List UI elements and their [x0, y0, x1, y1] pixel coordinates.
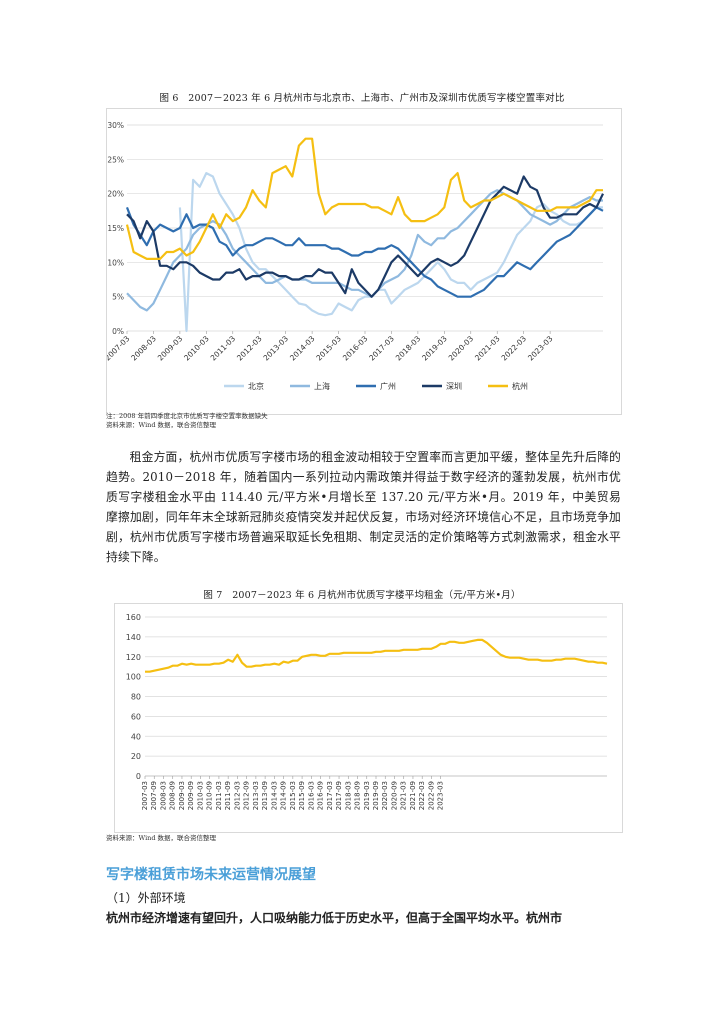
x-tick-label: 2011-03 — [209, 334, 238, 363]
x-tick-label: 2009-09 — [187, 781, 195, 810]
y-tick-label: 80 — [131, 693, 141, 702]
y-tick-label: 30% — [107, 121, 124, 130]
figure7-source: 资料来源：Wind 数据，联合资信整理 — [106, 834, 217, 842]
x-tick-label: 2022-03 — [500, 334, 529, 363]
x-tick-label: 2020-03 — [381, 781, 389, 810]
x-tick-label: 2007-03 — [141, 781, 149, 810]
x-tick-label: 2020-03 — [447, 334, 476, 363]
series-line-杭州 — [145, 638, 608, 673]
x-tick-label: 2009-03 — [178, 781, 186, 810]
x-tick-label: 2021-09 — [409, 781, 417, 810]
legend-label: 杭州 — [512, 381, 528, 391]
figure7-caption: 图 7 2007－2023 年 6 月杭州市优质写字楼平均租金（元/平方米•月） — [203, 590, 521, 601]
figure7-chart-frame: 0 20 40 60 80 100 120 140 160 2007-03 2007-09 2008-… — [114, 603, 623, 833]
x-tick-label: 2012-03 — [233, 781, 241, 810]
y-tick-label: 40 — [131, 732, 141, 741]
x-tick-label: 2010-09 — [206, 781, 214, 810]
x-tick-label: 2019-03 — [420, 334, 449, 363]
figure6-chart: 0% 5% 10% 15% 20% 25% 30% 2007-032008-032009-03… — [103, 121, 604, 391]
y-tick-label: 20 — [131, 752, 141, 761]
x-tick-label: 2018-03 — [394, 334, 423, 363]
series-line-杭州 — [125, 137, 603, 260]
x-tick-label: 2014-09 — [280, 781, 288, 810]
x-tick-label: 2023-03 — [437, 781, 445, 810]
x-tick-label: 2011-09 — [224, 781, 232, 810]
x-tick-label: 2013-03 — [252, 781, 260, 810]
x-tick-label: 2015-03 — [314, 334, 343, 363]
x-tick-label: 2020-09 — [390, 781, 398, 810]
x-tick-label: 2018-09 — [354, 781, 362, 810]
x-tick-label: 2021-03 — [400, 781, 408, 810]
x-tick-label: 2017-09 — [335, 781, 343, 810]
x-tick-label: 2015-09 — [298, 781, 306, 810]
bold-summary-line: 杭州市经济增速有望回升，人口吸纳能力低于历史水平，但高于全国平均水平。杭州市 — [106, 911, 563, 925]
x-tick-label: 2016-09 — [317, 781, 325, 810]
x-tick-label: 2022-03 — [418, 781, 426, 810]
y-tick-label: 140 — [126, 633, 141, 642]
x-tick-label: 2017-03 — [367, 334, 396, 363]
figure6-source: 资料来源：Wind 数据，联合资信整理 — [106, 421, 217, 429]
legend-label: 广州 — [380, 381, 396, 391]
rent-paragraph: 租金方面，杭州市优质写字楼市场的租金波动相较于空置率而言更加平缓，整体呈先升后降… — [106, 447, 621, 567]
x-tick-label: 2007-03 — [107, 334, 132, 363]
x-tick-label: 2014-03 — [288, 334, 317, 363]
x-tick-label: 2012-03 — [235, 334, 264, 363]
x-tick-label: 2014-03 — [270, 781, 278, 810]
x-tick-label: 2018-03 — [344, 781, 352, 810]
x-tick-label: 2015-03 — [289, 781, 297, 810]
legend-label: 深圳 — [446, 381, 462, 391]
x-tick-label: 2009-03 — [156, 334, 185, 363]
x-tick-label: 2010-03 — [182, 334, 211, 363]
y-tick-label: 100 — [126, 673, 141, 682]
x-tick-label: 2011-03 — [215, 781, 223, 810]
x-tick-label: 2017-03 — [326, 781, 334, 810]
legend-label: 上海 — [314, 381, 330, 391]
y-tick-label: 10% — [107, 258, 124, 267]
x-tick-label: 2007-09 — [150, 781, 158, 810]
x-tick-label: 2016-03 — [341, 334, 370, 363]
section-title: 写字楼租赁市场未来运营情况展望 — [106, 867, 316, 883]
y-tick-label: 0 — [136, 772, 141, 781]
y-tick-label: 15% — [107, 224, 124, 233]
figure6-caption: 图 6 2007－2023 年 6 月杭州市与北京市、上海市、广州市及深圳市优质… — [159, 93, 565, 104]
x-tick-label: 2008-03 — [159, 781, 167, 810]
y-tick-label: 160 — [126, 613, 141, 622]
x-tick-label: 2008-09 — [169, 781, 177, 810]
subsection-heading: （1）外部环境 — [106, 891, 186, 905]
figure6-note: 注：2008 年前四季度北京市优质写字楼空置率数据缺失 — [106, 412, 268, 420]
x-tick-label: 2013-03 — [262, 334, 291, 363]
legend-label: 北京 — [248, 381, 264, 391]
y-tick-label: 120 — [126, 653, 141, 662]
x-tick-label: 2013-09 — [261, 781, 269, 810]
y-tick-label: 0% — [112, 327, 124, 336]
y-tick-label: 5% — [112, 293, 124, 302]
series-line-广州 — [125, 206, 604, 298]
x-tick-label: 2010-03 — [196, 781, 204, 810]
rent-paragraph-text: 租金方面，杭州市优质写字楼市场的租金波动相较于空置率而言更加平缓，整体呈先升后降… — [106, 450, 621, 564]
x-tick-label: 2019-09 — [372, 781, 380, 810]
x-tick-label: 2008-03 — [129, 334, 158, 363]
x-tick-label: 2022-09 — [427, 781, 435, 810]
y-tick-label: 60 — [131, 712, 141, 721]
x-tick-label: 2023-03 — [526, 334, 555, 363]
figure6-chart-frame: 0% 5% 10% 15% 20% 25% 30% 2007-03 2008-03 2009-03… — [103, 108, 622, 415]
x-tick-label: 2021-03 — [473, 334, 502, 363]
y-tick-label: 20% — [107, 190, 124, 199]
x-tick-label: 2012-09 — [243, 781, 251, 810]
series-line-深圳 — [126, 175, 604, 298]
y-tick-label: 25% — [107, 155, 124, 164]
x-tick-label: 2016-03 — [307, 781, 315, 810]
x-tick-label: 2019-03 — [363, 781, 371, 810]
